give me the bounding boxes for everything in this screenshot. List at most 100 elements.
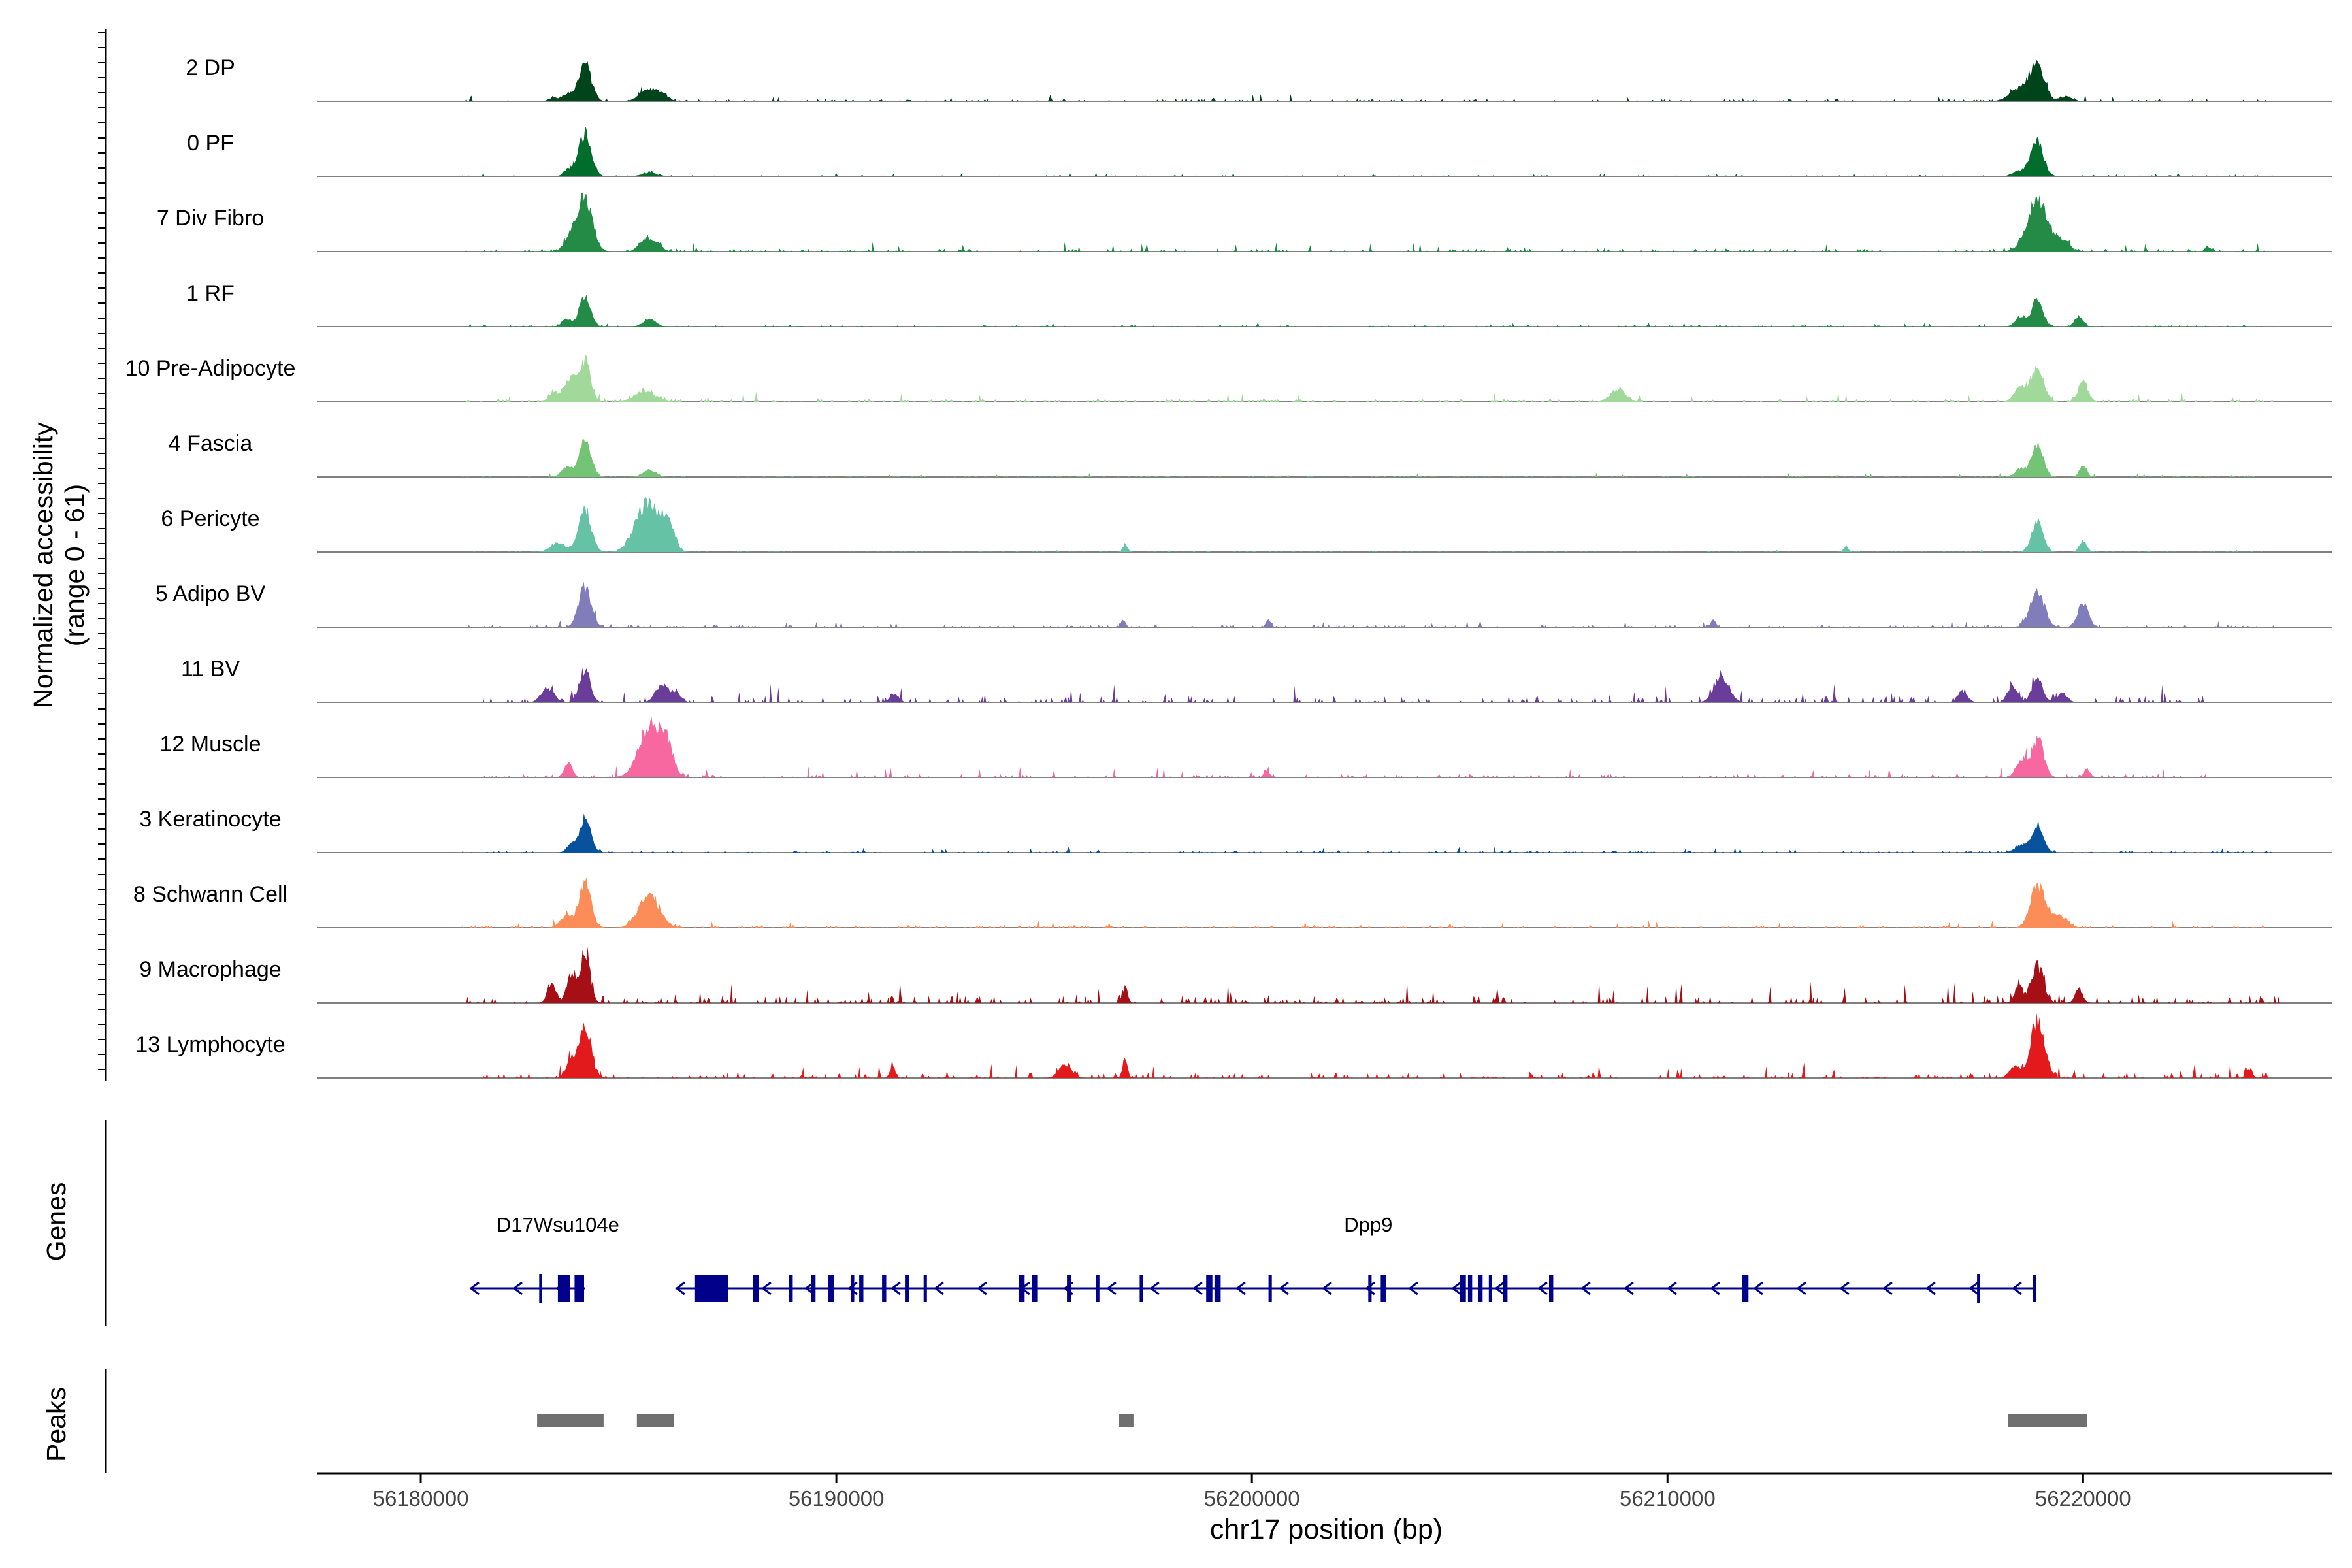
x-tick-label: 56200000 <box>1204 1486 1300 1511</box>
exon <box>905 1275 909 1302</box>
strand-arrow <box>1192 1281 1203 1296</box>
track-label: 0 PF <box>187 131 234 155</box>
x-tick-label: 56180000 <box>373 1486 469 1511</box>
exon <box>1019 1275 1025 1302</box>
track-12: 9 Macrophage <box>139 947 2332 1004</box>
exon <box>1096 1275 1100 1302</box>
exon <box>574 1275 584 1302</box>
track-5: 4 Fascia <box>169 431 2332 478</box>
exon <box>557 1275 570 1302</box>
track-1: 0 PF <box>187 126 2332 177</box>
exon <box>811 1275 816 1302</box>
exon <box>789 1275 793 1302</box>
peak-region <box>537 1414 604 1427</box>
track-2: 7 Div Fibro <box>157 192 2332 252</box>
coverage-area <box>462 192 2274 252</box>
exon <box>1368 1275 1372 1302</box>
exon <box>753 1275 759 1302</box>
exon <box>1460 1275 1466 1302</box>
genes-panel: D17Wsu104e Dpp9 <box>105 1120 2036 1326</box>
strand-arrow <box>1451 1281 1462 1296</box>
coverage-area <box>462 497 2274 552</box>
peak-region <box>1119 1414 1134 1427</box>
coverage-area <box>462 59 2274 101</box>
gene-D17Wsu104e: D17Wsu104e <box>469 1213 619 1303</box>
strand-arrow <box>804 1281 815 1296</box>
coverage-area <box>483 717 2208 777</box>
strand-arrow <box>1106 1281 1117 1296</box>
track-4: 10 Pre-Adipocyte <box>125 354 2332 402</box>
x-axis: 56180000 56190000 56200000 56210000 56220000 <box>317 1472 2332 1511</box>
exon <box>859 1275 864 1302</box>
x-tick-label: 56220000 <box>2035 1486 2131 1511</box>
strand-arrow <box>1494 1281 1505 1296</box>
exon <box>1503 1275 1508 1302</box>
track-label: 2 DP <box>186 56 235 80</box>
exon <box>1478 1275 1483 1302</box>
strand-arrow <box>977 1281 987 1296</box>
track-label: 3 Keratinocyte <box>139 807 281 832</box>
x-axis-title: chr17 position (bp) <box>1210 1514 1443 1545</box>
strand-arrow <box>1235 1281 1246 1296</box>
y-axis-title-line1: Normalized accessibility <box>28 422 58 708</box>
strand-arrow <box>1925 1281 1936 1296</box>
exon <box>539 1274 542 1303</box>
strand-arrow <box>1279 1281 1289 1296</box>
exon <box>1139 1275 1143 1302</box>
strand-arrow <box>1882 1281 1893 1296</box>
track-10: 3 Keratinocyte <box>139 807 2332 853</box>
track-13: 13 Lymphocyte <box>135 1013 2332 1079</box>
exon <box>1206 1275 1213 1302</box>
strand-arrow <box>1408 1281 1418 1296</box>
track-label: 4 Fascia <box>169 431 253 456</box>
exon <box>1549 1275 1554 1302</box>
track-label: 9 Macrophage <box>139 957 281 982</box>
exon <box>1380 1275 1386 1302</box>
track-label: 1 RF <box>186 281 235 306</box>
gene-label: D17Wsu104e <box>497 1213 619 1236</box>
exon <box>1742 1275 1749 1302</box>
x-tick-label: 56210000 <box>1620 1486 1716 1511</box>
exon <box>1488 1275 1492 1302</box>
track-label: 8 Schwann Cell <box>133 882 287 907</box>
track-label: 13 Lymphocyte <box>135 1032 285 1057</box>
gene-label: Dpp9 <box>1344 1213 1392 1236</box>
track-8: 11 BV <box>181 657 2332 703</box>
track-3: 1 RF <box>186 281 2332 327</box>
strand-arrow <box>1365 1281 1375 1296</box>
track-label: 10 Pre-Adipocyte <box>125 356 296 381</box>
strand-arrow <box>847 1281 858 1296</box>
coverage-area <box>462 354 2274 402</box>
strand-arrow <box>890 1281 901 1296</box>
peak-region <box>636 1414 674 1427</box>
strand-arrow <box>1537 1281 1548 1296</box>
coverage-tracks: 2 DP 0 PF 7 Div Fibro 1 RF 10 Pre-Adipocyte 4… <box>125 56 2332 1079</box>
track-11: 8 Schwann Cell <box>133 877 2332 928</box>
exon <box>2033 1275 2036 1302</box>
exon <box>1214 1275 1221 1302</box>
strand-arrow <box>1580 1281 1591 1296</box>
track-label: 6 Pericyte <box>161 506 259 531</box>
strand-arrow <box>1710 1281 1720 1296</box>
coverage-area <box>462 439 2274 477</box>
peak-region <box>2008 1414 2087 1427</box>
coverage-y-axis <box>98 29 107 1081</box>
track-6: 6 Pericyte <box>161 497 2332 553</box>
exon <box>851 1275 855 1302</box>
x-tick-label: 56190000 <box>789 1486 885 1511</box>
y-axis-title-line2: (range 0 - 61) <box>59 484 90 646</box>
coverage-area <box>462 877 2274 928</box>
strand-arrow <box>1968 1281 1979 1296</box>
track-7: 5 Adipo BV <box>155 581 2332 628</box>
exon <box>1268 1275 1272 1302</box>
strand-arrow <box>2012 1281 2022 1296</box>
exon <box>1067 1275 1071 1302</box>
strand-arrow <box>469 1281 480 1296</box>
track-label: 5 Adipo BV <box>155 581 266 606</box>
track-label: 7 Div Fibro <box>157 206 264 231</box>
strand-arrow <box>675 1281 685 1296</box>
track-label: 12 Muscle <box>160 732 261 757</box>
exon <box>1467 1275 1473 1302</box>
